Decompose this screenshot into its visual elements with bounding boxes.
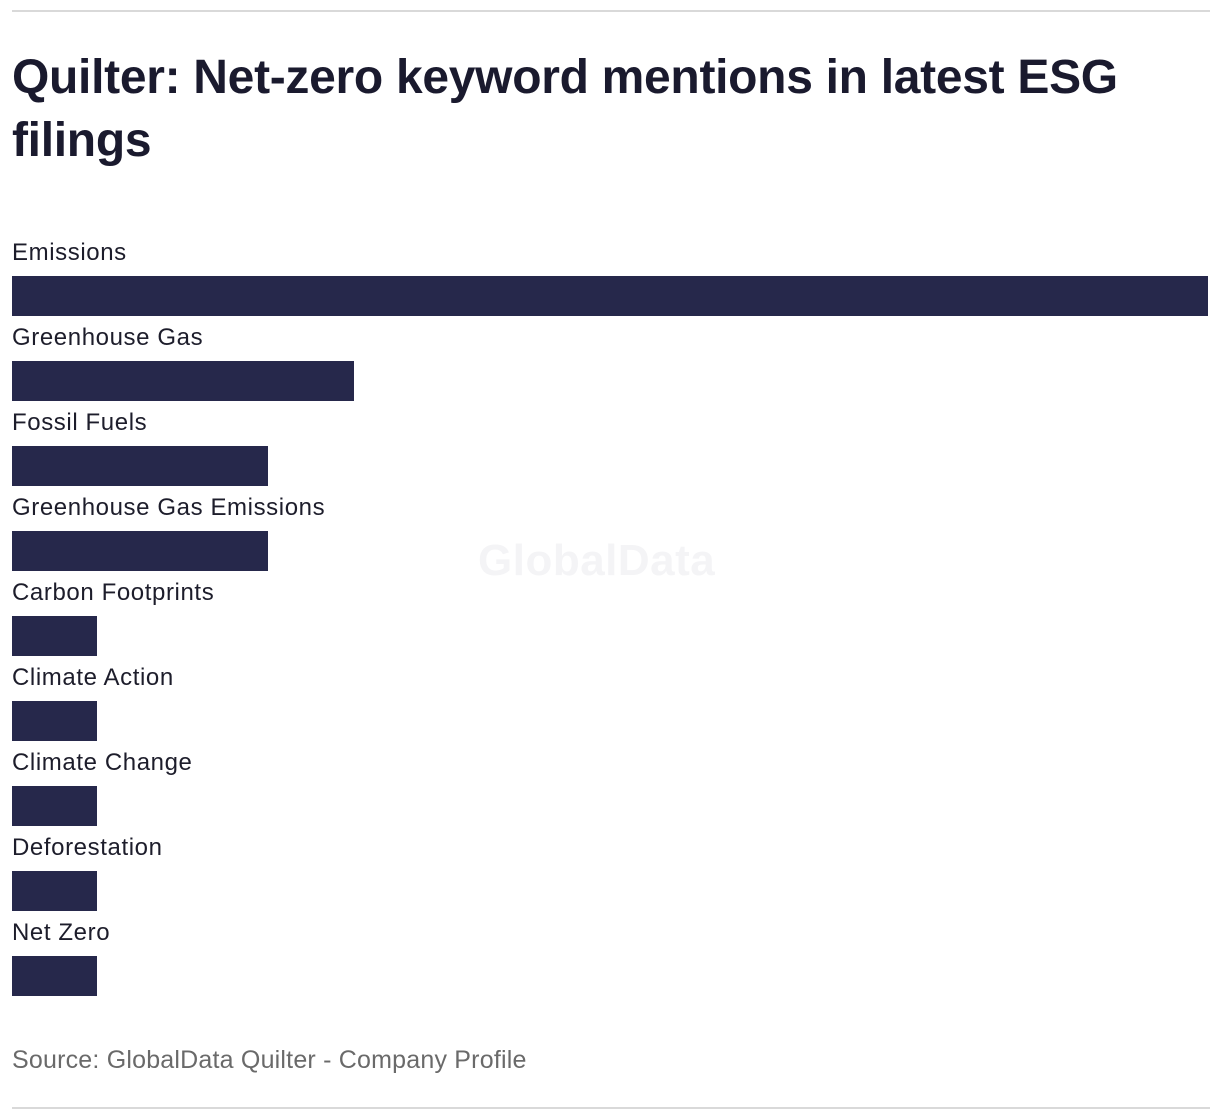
bar-label: Deforestation (12, 834, 163, 861)
bar (12, 531, 268, 571)
bottom-divider (12, 1107, 1210, 1109)
bar (12, 616, 97, 656)
bar (12, 446, 268, 486)
bar-label: Greenhouse Gas (12, 324, 204, 351)
bar (12, 276, 1208, 316)
bar (12, 361, 354, 401)
bar-label: Greenhouse Gas Emissions (12, 494, 326, 521)
bar-label: Emissions (12, 239, 127, 266)
top-divider (12, 10, 1210, 12)
bar (12, 871, 97, 911)
bar (12, 956, 97, 996)
bar-label: Climate Change (12, 749, 193, 776)
source-note: Source: GlobalData Quilter - Company Pro… (12, 1046, 527, 1074)
bar-label: Net Zero (12, 919, 111, 946)
watermark: GlobalData (478, 536, 716, 585)
bar-label: Fossil Fuels (12, 409, 148, 436)
chart-title: Quilter: Net-zero keyword mentions in la… (12, 51, 1118, 167)
bar-label: Climate Action (12, 664, 174, 691)
bar-label: Carbon Footprints (12, 579, 215, 606)
bar (12, 701, 97, 741)
bar (12, 786, 97, 826)
